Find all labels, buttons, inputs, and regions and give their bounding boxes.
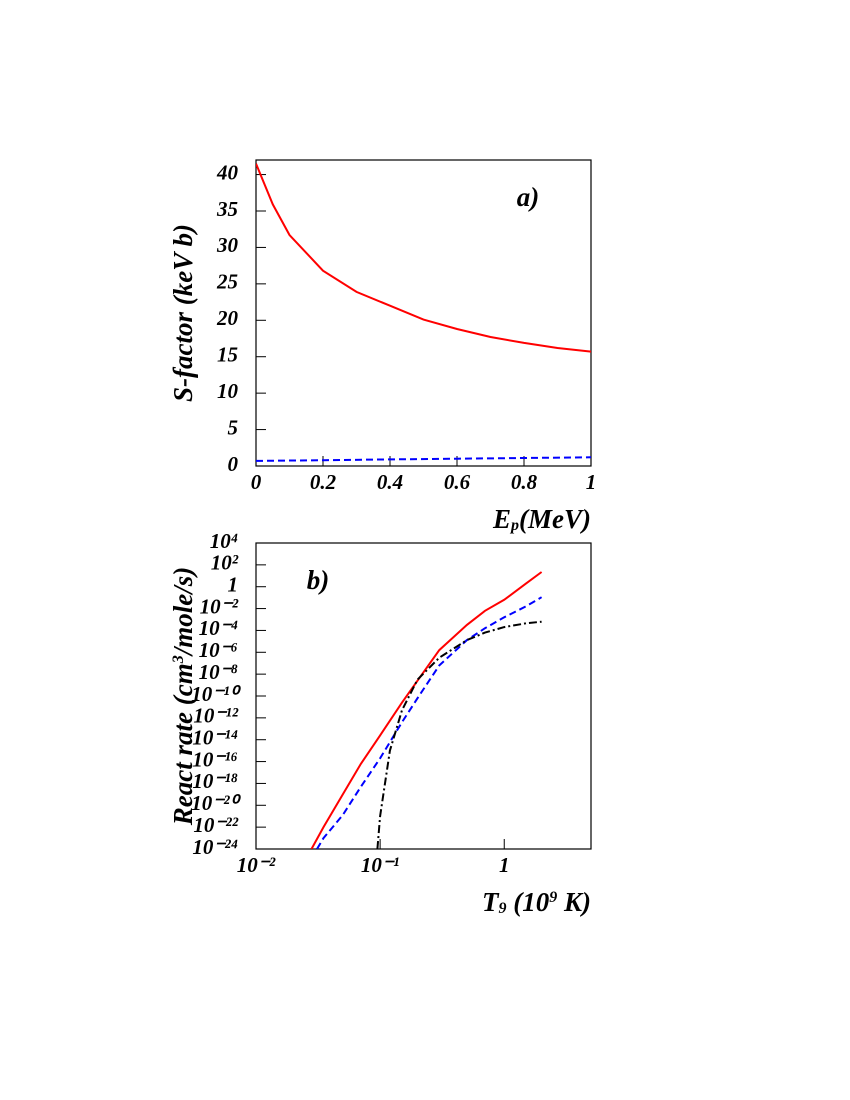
label-part: p — [509, 517, 519, 534]
series-line — [310, 571, 543, 849]
series-line — [256, 163, 591, 353]
label-part: React rate (cm — [168, 663, 198, 826]
label-part: T — [482, 887, 500, 917]
y-tick-label: 10⁻¹⁶ — [192, 747, 238, 771]
y-tick-label: 25 — [216, 270, 238, 294]
y-tick-label: 1 — [228, 573, 239, 597]
label-part: 9 — [549, 889, 557, 906]
y-tick-label: 10⁻²⁰ — [191, 791, 241, 815]
y-tick-label: 15 — [217, 343, 238, 367]
y-tick-label: 35 — [216, 197, 238, 221]
x-tick-label: 10⁻¹ — [361, 853, 399, 877]
x-axis-label: T9 (109 K) — [482, 887, 591, 917]
y-tick-label: 0 — [228, 452, 239, 476]
x-tick-label: 1 — [499, 853, 510, 877]
label-part: (MeV) — [519, 504, 591, 534]
x-tick-label: 0 — [251, 470, 262, 494]
x-tick-label: 0.6 — [444, 470, 471, 494]
y-tick-label: 10⁻¹⁸ — [192, 769, 238, 793]
x-axis-label: Ep(MeV) — [492, 504, 591, 534]
y-tick-label: 20 — [216, 306, 239, 330]
x-tick-label: 1 — [586, 470, 597, 494]
series-line — [376, 620, 542, 849]
x-tick-label: 10⁻² — [237, 853, 276, 877]
annotation: b) — [307, 565, 330, 595]
label-part: E — [492, 504, 511, 534]
x-tick-label: 0.8 — [511, 470, 538, 494]
y-tick-label: 10⁻⁶ — [199, 638, 238, 662]
annotation: a) — [517, 182, 540, 212]
y-axis-label: S-factor (keV b) — [168, 224, 198, 402]
label-part: (10 — [507, 887, 550, 917]
y-tick-label: 10⁻¹⁴ — [192, 726, 238, 750]
y-tick-label: 10⁻²⁴ — [192, 835, 238, 859]
label-part: /mole/s) — [168, 567, 198, 658]
x-tick-label: 0.2 — [310, 470, 337, 494]
series-line — [316, 596, 543, 849]
y-tick-label: 10⁻⁴ — [199, 616, 238, 640]
y-tick-label: 10⁻¹⁰ — [191, 682, 241, 706]
y-tick-label: 10⁻¹² — [193, 704, 238, 728]
y-tick-label: 10⁻² — [200, 594, 239, 618]
y-tick-label: 10 — [217, 379, 239, 403]
x-tick-label: 0.4 — [377, 470, 403, 494]
y-tick-label: 10² — [211, 551, 239, 575]
y-axis-label: React rate (cm3/mole/s) — [168, 567, 198, 826]
y-tick-label: 10⁻⁸ — [199, 660, 238, 684]
label-part: 9 — [499, 900, 507, 917]
series-line — [256, 456, 591, 462]
y-tick-label: 10⁻²² — [193, 813, 238, 837]
label-part: 3 — [170, 655, 187, 664]
y-tick-label: 40 — [216, 160, 239, 184]
label-part: K) — [557, 887, 591, 917]
plot-frame — [255, 159, 592, 467]
y-tick-label: 10⁴ — [210, 529, 238, 553]
y-tick-label: 5 — [228, 415, 239, 439]
y-tick-label: 30 — [216, 233, 239, 257]
